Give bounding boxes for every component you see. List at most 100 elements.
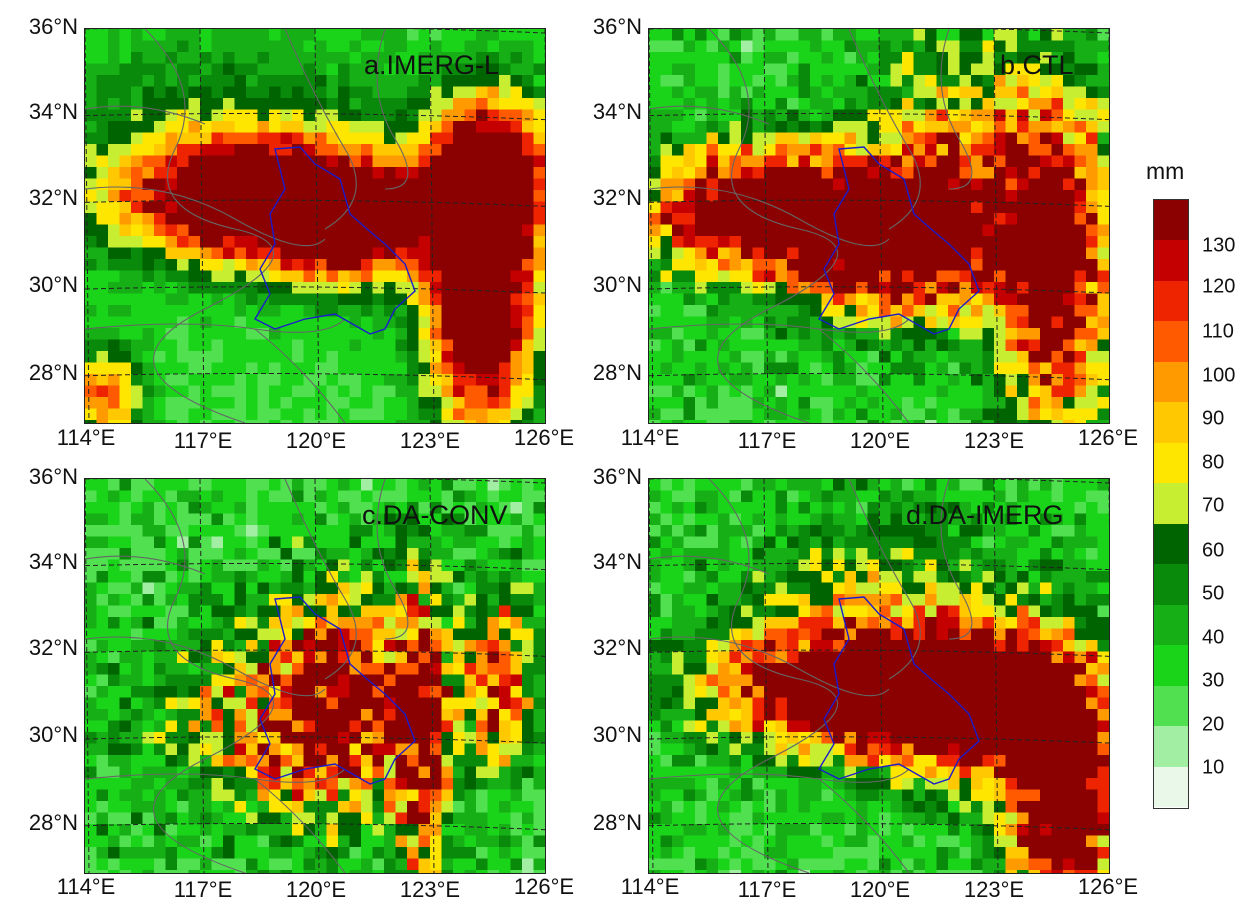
precip-cell: [487, 178, 500, 191]
precip-cell: [280, 571, 293, 584]
precip-cell: [522, 548, 535, 561]
precip-cell: [752, 224, 765, 237]
precip-cell: [269, 351, 282, 364]
precip-cell: [246, 824, 259, 837]
precip-cell: [211, 397, 224, 410]
precip-cell: [672, 201, 685, 214]
precip-cell: [246, 709, 259, 722]
precip-cell: [649, 362, 662, 375]
precip-cell: [499, 571, 512, 584]
precip-cell: [108, 282, 121, 295]
precip-cell: [706, 121, 719, 134]
precip-cell: [649, 582, 662, 595]
precip-cell: [142, 374, 155, 387]
precip-cell: [487, 720, 500, 733]
precip-cell: [257, 663, 270, 676]
precip-cell: [361, 824, 374, 837]
precip-cell: [418, 132, 431, 145]
precip-cell: [775, 536, 788, 549]
precip-cell: [787, 674, 800, 687]
precip-cell: [1074, 536, 1087, 549]
precip-cell: [384, 247, 397, 260]
precip-cell: [971, 178, 984, 191]
precip-cell: [165, 75, 178, 88]
precip-cell: [211, 282, 224, 295]
precip-cell: [246, 697, 259, 710]
precip-cell: [188, 778, 201, 791]
precip-cell: [234, 824, 247, 837]
lon-label-b-123: 123°E: [963, 428, 1025, 453]
precip-cell: [499, 490, 512, 503]
precip-cell: [165, 270, 178, 283]
precip-cell: [879, 201, 892, 214]
precip-cell: [879, 351, 892, 364]
precip-cell: [890, 236, 903, 249]
precip-cell: [844, 75, 857, 88]
precip-cell: [257, 63, 270, 76]
precip-cell: [108, 835, 121, 848]
precip-cell: [844, 40, 857, 53]
precip-cell: [1017, 374, 1030, 387]
precip-cell: [96, 709, 109, 722]
precip-cell: [280, 328, 293, 341]
precip-cell: [764, 40, 777, 53]
precip-cell: [752, 293, 765, 306]
precip-cell: [1051, 167, 1064, 180]
precip-cell: [361, 858, 374, 871]
precip-cell: [1097, 224, 1109, 237]
precip-cell: [902, 640, 915, 653]
precip-cell: [188, 397, 201, 410]
precip-cell: [119, 397, 132, 410]
precip-cell: [706, 86, 719, 99]
precip-cell: [257, 397, 270, 410]
precip-cell: [982, 617, 995, 630]
precip-cell: [660, 663, 673, 676]
precip-cell: [764, 86, 777, 99]
precip-cell: [499, 351, 512, 364]
precip-cell: [499, 408, 512, 421]
precip-cell: [959, 536, 972, 549]
precip-cell: [200, 743, 213, 756]
precip-cell: [315, 144, 328, 157]
precip-cell: [384, 190, 397, 203]
precip-cell: [257, 121, 270, 134]
precip-cell: [131, 525, 144, 538]
precip-cell: [499, 870, 512, 873]
precip-cell: [464, 201, 477, 214]
precip-cell: [131, 824, 144, 837]
precip-cell: [695, 121, 708, 134]
precip-cell: [787, 259, 800, 272]
precip-cell: [269, 835, 282, 848]
precip-cell: [1097, 316, 1109, 329]
precip-cell: [487, 132, 500, 145]
precip-cell: [200, 109, 213, 122]
precip-cell: [994, 628, 1007, 641]
precip-cell: [936, 167, 949, 180]
precip-cell: [695, 328, 708, 341]
precip-cell: [464, 582, 477, 595]
precip-cell: [177, 144, 190, 157]
precip-cell: [142, 86, 155, 99]
precip-cell: [430, 525, 443, 538]
precip-cell: [660, 640, 673, 653]
precip-cell: [165, 594, 178, 607]
precip-cell: [315, 339, 328, 352]
precip-cell: [706, 490, 719, 503]
precip-cell: [844, 571, 857, 584]
precip-cell: [269, 490, 282, 503]
precip-cell: [752, 502, 765, 515]
precip-cell: [407, 548, 420, 561]
precip-cell: [315, 847, 328, 860]
precip-cell: [234, 374, 247, 387]
precip-cell: [1005, 490, 1018, 503]
precip-cell: [741, 247, 754, 260]
precip-cell: [683, 190, 696, 203]
precip-cell: [96, 778, 109, 791]
precip-cell: [349, 479, 362, 492]
precip-cell: [188, 720, 201, 733]
precip-cell: [131, 513, 144, 526]
precip-cell: [223, 75, 236, 88]
precip-cell: [902, 121, 915, 134]
precip-cell: [85, 720, 98, 733]
precip-cell: [1017, 525, 1030, 538]
